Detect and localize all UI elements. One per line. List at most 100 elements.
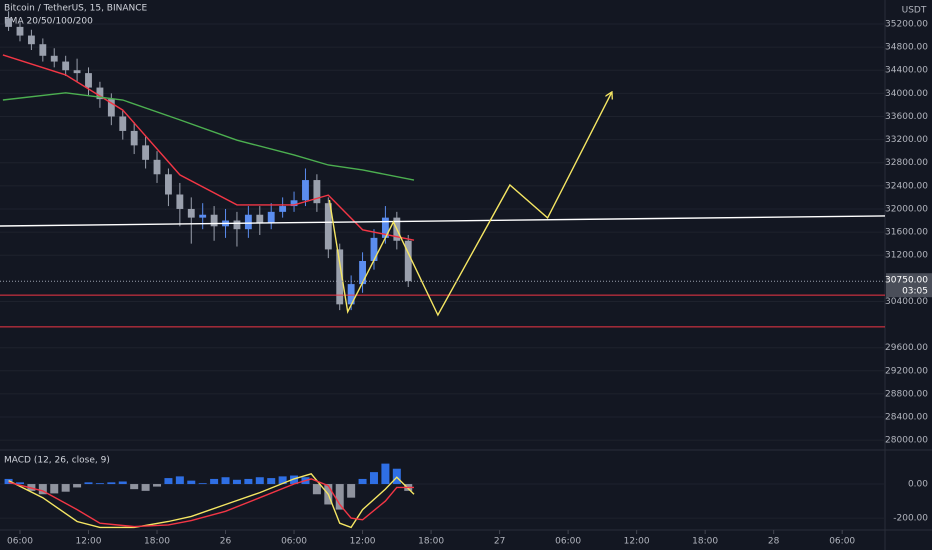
y-tick-label: 32800.00 xyxy=(885,158,928,168)
macd-histogram-bar xyxy=(73,484,82,488)
macd-histogram-bar xyxy=(38,484,47,495)
x-tick-label: 06:00 xyxy=(7,537,33,547)
y-tick-label: -200.00 xyxy=(893,514,928,524)
candle-body xyxy=(324,203,332,250)
candle-body xyxy=(336,249,344,305)
macd-histogram-bar xyxy=(255,477,264,485)
symbol-title: Bitcoin / TetherUS, 15, BINANCE xyxy=(4,4,148,14)
x-tick-label: 12:00 xyxy=(76,537,102,547)
last-price-label: 30750.00 xyxy=(885,276,928,286)
candle-body xyxy=(381,217,389,238)
candle-body xyxy=(256,214,264,224)
y-tick-label: 29600.00 xyxy=(885,343,928,353)
candle-body xyxy=(85,73,92,88)
y-tick-label: 35200.00 xyxy=(885,19,928,29)
candle-body xyxy=(39,44,47,56)
macd-histogram-bar xyxy=(335,484,344,510)
candle-body xyxy=(16,26,24,36)
candle-body xyxy=(290,200,298,207)
indicator-title: EMA 20/50/100/200 xyxy=(4,17,93,27)
macd-histogram-bar xyxy=(118,481,127,485)
macd-histogram-bar xyxy=(175,476,184,485)
candle-body xyxy=(50,55,58,62)
candle-body xyxy=(142,145,150,160)
y-tick-label: 32000.00 xyxy=(885,204,928,214)
last-price-box xyxy=(886,273,932,298)
macd-histogram-bar xyxy=(381,463,390,485)
x-tick-label: 18:00 xyxy=(144,537,170,547)
macd-histogram-bar xyxy=(347,484,356,498)
candle-body xyxy=(199,214,207,218)
x-tick-label: 12:00 xyxy=(624,537,650,547)
macd-histogram-bar xyxy=(141,484,150,491)
x-tick-label: 27 xyxy=(494,537,505,547)
macd-histogram-bar xyxy=(50,484,59,494)
macd-histogram-bar xyxy=(290,475,299,485)
x-tick-label: 18:00 xyxy=(418,537,444,547)
candle-body xyxy=(347,284,355,305)
candle-body xyxy=(210,214,218,227)
candle-body xyxy=(244,214,252,230)
macd-histogram-bar xyxy=(15,482,24,485)
macd-histogram-bar xyxy=(267,478,276,485)
y-tick-label: 31600.00 xyxy=(885,228,928,238)
macd-histogram-bar xyxy=(84,482,93,485)
candle-body xyxy=(62,61,70,71)
macd-histogram-bar xyxy=(369,472,378,485)
candle-body xyxy=(187,208,195,218)
candle-body xyxy=(302,180,309,201)
y-tick-label: 34400.00 xyxy=(885,66,928,76)
candle-body xyxy=(233,220,241,230)
countdown-label: 03:05 xyxy=(902,287,928,297)
x-tick-label: 06:00 xyxy=(281,537,307,547)
candle-body xyxy=(404,240,412,282)
x-tick-label: 06:00 xyxy=(555,537,581,547)
candle-body xyxy=(165,174,172,195)
x-tick-label: 28 xyxy=(768,537,780,547)
y-tick-label: 0.00 xyxy=(908,480,928,490)
y-tick-label: 28800.00 xyxy=(885,389,928,399)
x-tick-label: 26 xyxy=(220,537,232,547)
ema-line xyxy=(2,92,415,181)
y-tick-label: 30400.00 xyxy=(885,297,928,307)
y-tick-label: 34800.00 xyxy=(885,43,928,53)
currency-label: USDT xyxy=(902,6,927,16)
y-tick-label: 33200.00 xyxy=(885,135,928,145)
macd-histogram-bar xyxy=(312,484,321,495)
y-tick-label: 31200.00 xyxy=(885,251,928,261)
macd-histogram-bar xyxy=(95,483,104,485)
macd-line xyxy=(8,472,415,529)
macd-title: MACD (12, 26, close, 9) xyxy=(4,456,110,466)
macd-histogram-bar xyxy=(278,476,287,485)
candle-body xyxy=(119,116,127,131)
ema-line xyxy=(2,54,415,241)
macd-histogram-bar xyxy=(153,484,162,487)
candle-body xyxy=(176,194,184,209)
macd-histogram-bar xyxy=(198,483,207,485)
macd-histogram-bar xyxy=(187,480,196,485)
macd-histogram-bar xyxy=(210,478,219,485)
macd-histogram-bar xyxy=(164,478,173,485)
candle-body xyxy=(96,87,104,100)
y-tick-label: 28400.00 xyxy=(885,413,928,423)
candle-body xyxy=(107,99,115,117)
candle-body xyxy=(5,18,12,27)
candle-body xyxy=(267,211,275,224)
candle-body xyxy=(370,237,378,261)
macd-histogram-bar xyxy=(107,482,116,485)
macd-line xyxy=(8,478,414,528)
macd-histogram-bar xyxy=(244,478,253,485)
x-tick-label: 06:00 xyxy=(829,537,855,547)
macd-histogram-bar xyxy=(61,484,70,492)
candle-body xyxy=(313,180,321,204)
candle-body xyxy=(279,206,287,212)
candle-body xyxy=(27,35,35,45)
candle-body xyxy=(130,130,138,146)
x-tick-label: 18:00 xyxy=(692,537,718,547)
macd-histogram-bar xyxy=(232,479,241,485)
macd-histogram-bar xyxy=(130,484,139,490)
candle-body xyxy=(73,70,81,74)
y-tick-label: 29200.00 xyxy=(885,366,928,376)
y-tick-label: 34000.00 xyxy=(885,89,928,99)
